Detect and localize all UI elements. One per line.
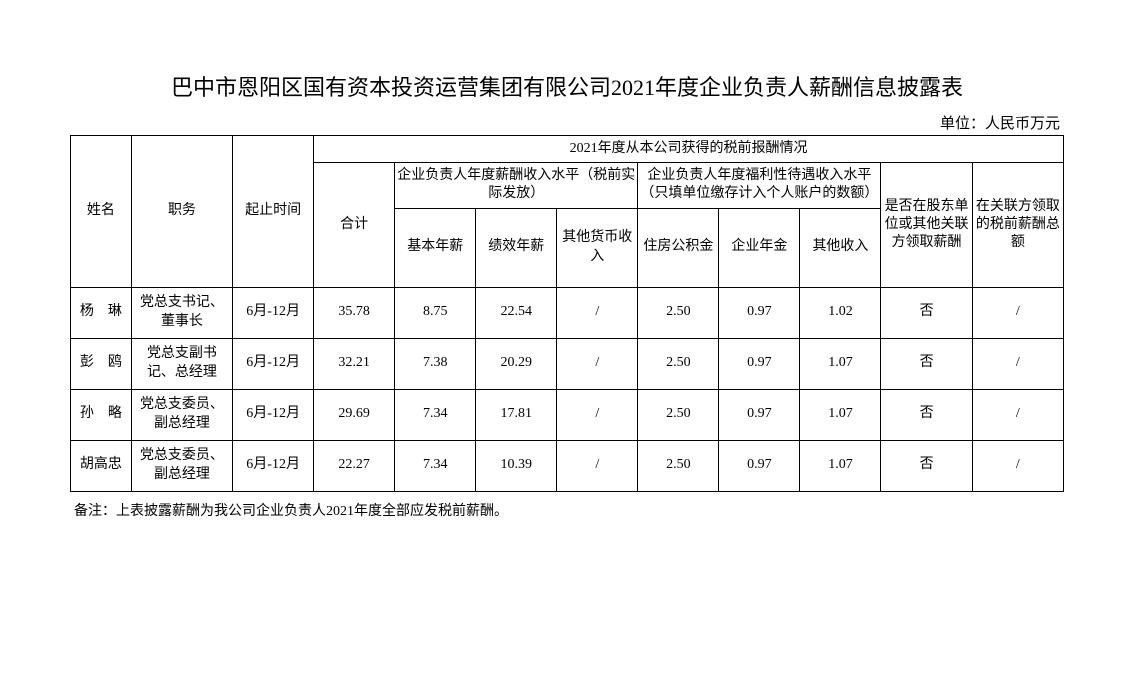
cell-total: 32.21 bbox=[314, 338, 395, 389]
cell-perf: 20.29 bbox=[476, 338, 557, 389]
cell-perf: 17.81 bbox=[476, 389, 557, 440]
cell-other-income: 1.02 bbox=[800, 287, 881, 338]
cell-other-income: 1.07 bbox=[800, 389, 881, 440]
cell-pension: 0.97 bbox=[719, 287, 800, 338]
cell-period: 6月-12月 bbox=[233, 389, 314, 440]
cell-housing: 2.50 bbox=[638, 338, 719, 389]
cell-period: 6月-12月 bbox=[233, 338, 314, 389]
cell-position: 党总支委员、副总经理 bbox=[131, 389, 232, 440]
cell-other-income: 1.07 bbox=[800, 338, 881, 389]
table-row: 杨 琳 党总支书记、董事长 6月-12月 35.78 8.75 22.54 / … bbox=[71, 287, 1064, 338]
cell-total: 22.27 bbox=[314, 440, 395, 491]
cell-other-cash: / bbox=[557, 287, 638, 338]
cell-name: 胡高忠 bbox=[71, 440, 132, 491]
cell-other-income: 1.07 bbox=[800, 440, 881, 491]
header-shareholder: 是否在股东单位或其他关联方领取薪酬 bbox=[881, 163, 972, 287]
cell-shareholder: 否 bbox=[881, 440, 972, 491]
footnote: 备注：上表披露薪酬为我公司企业负责人2021年度全部应发税前薪酬。 bbox=[70, 500, 1064, 520]
header-housing-fund: 住房公积金 bbox=[638, 208, 719, 287]
table-row: 孙 略 党总支委员、副总经理 6月-12月 29.69 7.34 17.81 /… bbox=[71, 389, 1064, 440]
cell-pension: 0.97 bbox=[719, 440, 800, 491]
header-pension: 企业年金 bbox=[719, 208, 800, 287]
cell-pension: 0.97 bbox=[719, 389, 800, 440]
cell-position: 党总支委员、副总经理 bbox=[131, 440, 232, 491]
table-row: 胡高忠 党总支委员、副总经理 6月-12月 22.27 7.34 10.39 /… bbox=[71, 440, 1064, 491]
cell-base: 8.75 bbox=[395, 287, 476, 338]
table-body: 杨 琳 党总支书记、董事长 6月-12月 35.78 8.75 22.54 / … bbox=[71, 287, 1064, 491]
table-row: 彭 鸥 党总支副书记、总经理 6月-12月 32.21 7.38 20.29 /… bbox=[71, 338, 1064, 389]
header-base-salary: 基本年薪 bbox=[395, 208, 476, 287]
cell-base: 7.38 bbox=[395, 338, 476, 389]
cell-other-cash: / bbox=[557, 440, 638, 491]
cell-name: 彭 鸥 bbox=[71, 338, 132, 389]
cell-total: 29.69 bbox=[314, 389, 395, 440]
cell-related: / bbox=[972, 440, 1063, 491]
compensation-table: 姓名 职务 起止时间 2021年度从本公司获得的税前报酬情况 合计 企业负责人年… bbox=[70, 135, 1064, 492]
header-main-group: 2021年度从本公司获得的税前报酬情况 bbox=[314, 136, 1064, 163]
cell-total: 35.78 bbox=[314, 287, 395, 338]
cell-period: 6月-12月 bbox=[233, 287, 314, 338]
cell-position: 党总支书记、董事长 bbox=[131, 287, 232, 338]
header-other-cash: 其他货币收入 bbox=[557, 208, 638, 287]
document-page: 巴中市恩阳区国有资本投资运营集团有限公司2021年度企业负责人薪酬信息披露表 单… bbox=[0, 0, 1134, 520]
cell-position: 党总支副书记、总经理 bbox=[131, 338, 232, 389]
header-total: 合计 bbox=[314, 163, 395, 287]
header-related: 在关联方领取的税前薪酬总额 bbox=[972, 163, 1063, 287]
cell-shareholder: 否 bbox=[881, 389, 972, 440]
cell-related: / bbox=[972, 338, 1063, 389]
cell-base: 7.34 bbox=[395, 389, 476, 440]
cell-pension: 0.97 bbox=[719, 338, 800, 389]
cell-other-cash: / bbox=[557, 338, 638, 389]
cell-name: 杨 琳 bbox=[71, 287, 132, 338]
header-position: 职务 bbox=[131, 136, 232, 288]
document-title: 巴中市恩阳区国有资本投资运营集团有限公司2021年度企业负责人薪酬信息披露表 bbox=[70, 70, 1064, 102]
unit-label: 单位：人民币万元 bbox=[70, 112, 1064, 133]
cell-housing: 2.50 bbox=[638, 287, 719, 338]
cell-base: 7.34 bbox=[395, 440, 476, 491]
cell-perf: 22.54 bbox=[476, 287, 557, 338]
cell-related: / bbox=[972, 287, 1063, 338]
header-salary-group: 企业负责人年度薪酬收入水平（税前实际发放） bbox=[395, 163, 638, 208]
table-header: 姓名 职务 起止时间 2021年度从本公司获得的税前报酬情况 合计 企业负责人年… bbox=[71, 136, 1064, 288]
cell-other-cash: / bbox=[557, 389, 638, 440]
cell-period: 6月-12月 bbox=[233, 440, 314, 491]
header-perf-salary: 绩效年薪 bbox=[476, 208, 557, 287]
cell-shareholder: 否 bbox=[881, 338, 972, 389]
cell-name: 孙 略 bbox=[71, 389, 132, 440]
cell-housing: 2.50 bbox=[638, 389, 719, 440]
cell-related: / bbox=[972, 389, 1063, 440]
header-welfare-group: 企业负责人年度福利性待遇收入水平（只填单位缴存计入个人账户的数额） bbox=[638, 163, 881, 208]
header-period: 起止时间 bbox=[233, 136, 314, 288]
cell-shareholder: 否 bbox=[881, 287, 972, 338]
header-other-income: 其他收入 bbox=[800, 208, 881, 287]
header-name: 姓名 bbox=[71, 136, 132, 288]
cell-perf: 10.39 bbox=[476, 440, 557, 491]
cell-housing: 2.50 bbox=[638, 440, 719, 491]
